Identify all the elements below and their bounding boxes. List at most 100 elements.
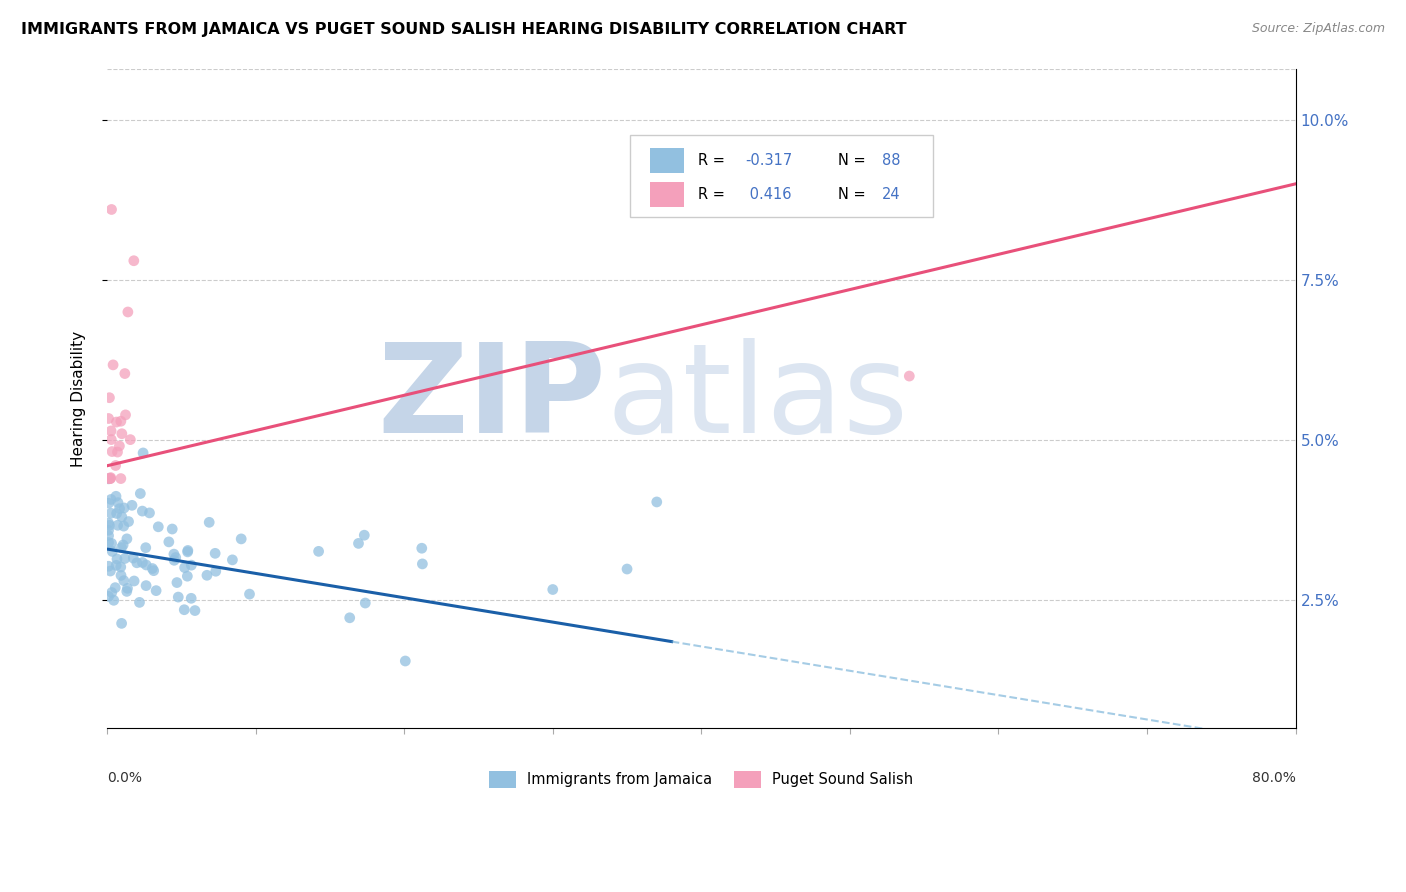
Point (166, 575, 188, 590)
Point (110, 414, 132, 428)
Text: Source: ZipAtlas.com: Source: ZipAtlas.com (1251, 22, 1385, 36)
Text: atlas: atlas (606, 338, 908, 459)
Text: IMMIGRANTS FROM JAMAICA VS PUGET SOUND SALISH HEARING DISABILITY CORRELATION CHA: IMMIGRANTS FROM JAMAICA VS PUGET SOUND S… (21, 22, 907, 37)
Point (105, 415, 128, 429)
Text: ZIP: ZIP (377, 338, 606, 459)
Point (173, 603, 195, 617)
Point (129, 486, 152, 500)
Point (231, 532, 253, 546)
Text: 80.0%: 80.0% (1251, 772, 1295, 785)
Text: N =: N = (838, 187, 870, 202)
Point (176, 545, 198, 559)
Point (163, 547, 186, 561)
Point (180, 558, 202, 573)
Point (616, 562, 638, 576)
Point (100, 424, 122, 438)
Point (112, 500, 135, 515)
Point (173, 560, 195, 574)
Point (107, 445, 129, 459)
Point (132, 446, 155, 460)
Point (160, 522, 183, 536)
Point (105, 489, 128, 503)
Point (103, 593, 125, 607)
Point (157, 535, 180, 549)
Point (100, 506, 122, 520)
Point (98, 518, 121, 533)
Point (101, 544, 124, 558)
Point (177, 543, 200, 558)
Point (195, 568, 218, 582)
Point (141, 561, 163, 575)
Point (98, 472, 121, 486)
Point (645, 495, 668, 509)
Text: 0.0%: 0.0% (107, 772, 142, 785)
Point (100, 202, 122, 217)
Point (198, 516, 221, 530)
Point (107, 496, 129, 510)
Point (111, 509, 134, 524)
Point (122, 551, 145, 566)
Point (112, 519, 135, 533)
Point (97, 559, 120, 574)
Point (131, 556, 153, 570)
Point (122, 574, 145, 588)
Point (176, 569, 198, 583)
Point (97, 529, 120, 543)
Point (411, 541, 433, 556)
Point (180, 591, 202, 606)
Point (184, 603, 207, 617)
Point (221, 553, 243, 567)
Point (104, 581, 127, 595)
Point (354, 596, 377, 610)
Point (165, 550, 187, 565)
Point (339, 611, 361, 625)
Point (148, 520, 170, 534)
Point (110, 568, 132, 582)
Point (100, 470, 122, 484)
Point (145, 583, 167, 598)
Point (411, 557, 433, 571)
Point (121, 499, 143, 513)
Point (204, 546, 226, 560)
Point (117, 515, 139, 529)
Point (347, 536, 370, 550)
Point (308, 544, 330, 558)
Point (128, 595, 150, 609)
Point (142, 564, 165, 578)
Point (114, 367, 136, 381)
Point (101, 444, 124, 458)
Point (114, 551, 136, 566)
Point (97, 516, 120, 530)
Point (135, 541, 157, 555)
Point (100, 472, 122, 486)
Point (111, 426, 134, 441)
Point (112, 538, 135, 552)
Point (97, 535, 120, 549)
Point (110, 541, 132, 555)
Point (394, 654, 416, 668)
Point (97, 411, 120, 425)
Point (97, 496, 120, 510)
Text: 0.416: 0.416 (745, 187, 792, 202)
Point (117, 305, 139, 319)
Point (108, 439, 131, 453)
FancyBboxPatch shape (630, 135, 934, 217)
Point (541, 582, 564, 597)
Text: N =: N = (838, 153, 870, 168)
Text: -0.317: -0.317 (745, 153, 793, 168)
Text: R =: R = (697, 187, 730, 202)
FancyBboxPatch shape (650, 182, 683, 207)
Point (107, 518, 129, 533)
Point (105, 507, 128, 521)
Point (108, 501, 131, 516)
Point (163, 553, 186, 567)
Point (100, 585, 122, 599)
Point (97, 472, 120, 486)
Point (97, 590, 120, 604)
Point (100, 564, 122, 578)
Text: R =: R = (697, 153, 730, 168)
Point (115, 532, 138, 546)
Point (115, 584, 138, 599)
Point (98, 472, 121, 486)
Point (135, 558, 157, 572)
